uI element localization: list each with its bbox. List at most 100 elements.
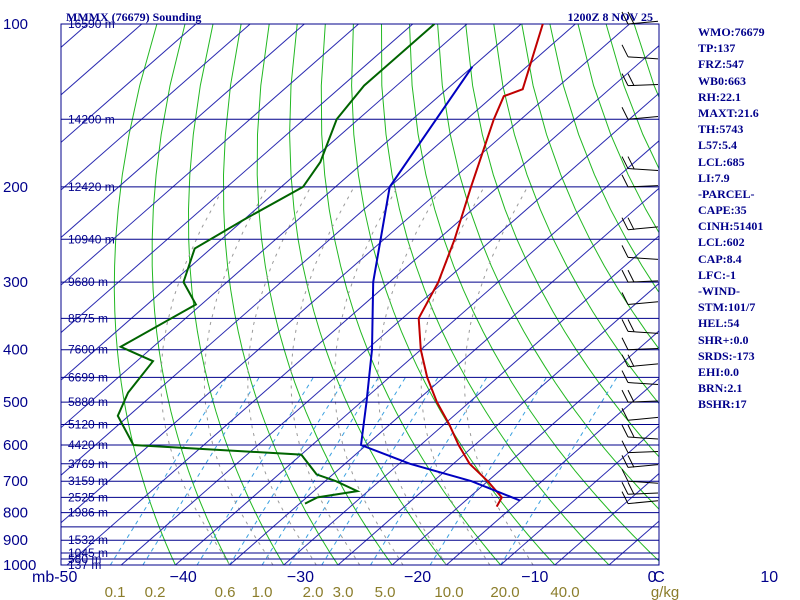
wind-barb-flag xyxy=(621,482,629,495)
mixing-ratio-line xyxy=(229,377,347,565)
mixing-ratio-tick-label: 0.1 xyxy=(105,584,126,600)
isotherm-line xyxy=(120,92,659,565)
sounding-index: LFC:-1 xyxy=(698,267,736,282)
height-label: 3769 m xyxy=(68,457,108,471)
wind-barb xyxy=(621,424,659,440)
dry-adiabat-line xyxy=(289,24,447,565)
wind-barb-shaft xyxy=(627,436,659,440)
sounding-index: HEL:54 xyxy=(698,316,740,331)
wind-barb-flag xyxy=(627,73,635,86)
height-labels: 16590 m 14200 m 12420 m 10940 m 9680 m 8575 m… xyxy=(68,17,115,572)
height-label: 5880 m xyxy=(68,395,108,409)
mixing-ratio-line xyxy=(109,377,228,565)
moist-adiabat-line xyxy=(203,186,274,565)
sounding-index: -WIND- xyxy=(698,284,740,298)
dry-adiabat-line xyxy=(256,24,393,565)
wind-barb xyxy=(621,440,659,454)
wind-barb-flag xyxy=(621,337,629,350)
dry-adiabat-line xyxy=(775,24,800,565)
wind-barb-flag xyxy=(621,424,629,438)
mixing-ratio-line xyxy=(500,377,618,565)
sounding-index: LCL:685 xyxy=(698,154,745,169)
dry-adiabat-line xyxy=(577,24,659,234)
isotherm-line xyxy=(283,235,659,565)
wind-barb xyxy=(621,269,659,283)
isotherm-line xyxy=(61,24,468,381)
wind-barb-flag xyxy=(627,217,635,230)
temperature-tick-label: C xyxy=(653,569,665,586)
wind-barbs xyxy=(621,11,659,505)
wind-barb-flag xyxy=(627,354,635,367)
wind-barb-flag xyxy=(621,468,629,482)
pressure-label: 500 xyxy=(3,394,28,411)
wind-barb xyxy=(621,389,659,403)
isotherm-line xyxy=(61,24,630,524)
mixing-ratio-line xyxy=(142,377,260,565)
mixing-ratio-tick-label: 40.0 xyxy=(550,584,579,600)
sounding-index: MAXT:21.6 xyxy=(698,105,759,120)
wind-barb-flag xyxy=(621,491,629,504)
wind-barb xyxy=(621,11,659,25)
mixing-ratio-line xyxy=(429,377,547,565)
dry-adiabat-line xyxy=(351,24,556,565)
isotherm-line xyxy=(554,472,659,565)
wind-barb-flag xyxy=(627,482,635,495)
isotherm-line xyxy=(500,425,659,565)
wind-barb-flag xyxy=(621,370,629,383)
height-label: 6699 m xyxy=(68,370,108,384)
isotherm-line xyxy=(61,24,197,144)
sounding-index: CAP:8.4 xyxy=(698,251,742,266)
wind-barb-flag xyxy=(627,269,635,283)
sounding-index: WMO:76679 xyxy=(698,25,765,39)
wind-barb-flag xyxy=(621,245,629,258)
sounding-indices: WMO:76679 TP:137 FRZ:547 WB0:663 RH:22.1 MAXT… xyxy=(698,24,765,413)
wind-barb-shaft xyxy=(627,416,659,421)
moist-adiabat-line xyxy=(377,186,447,565)
wind-barb xyxy=(621,337,659,351)
plot-area xyxy=(60,11,800,566)
wind-barb xyxy=(621,217,659,231)
wind-barb-flag xyxy=(621,217,629,230)
wind-barb-shaft xyxy=(627,168,659,172)
isotherm-line xyxy=(229,187,659,565)
wind-barb-flag xyxy=(621,455,629,468)
wind-barb xyxy=(621,73,659,87)
pressure-label: 1000 xyxy=(3,557,36,574)
wind-barb-flag xyxy=(621,269,629,283)
wind-barb-shaft xyxy=(627,480,659,484)
wind-barb-flag xyxy=(621,156,629,169)
pressure-label: 200 xyxy=(3,179,28,196)
isotherm-line xyxy=(66,45,659,565)
wind-barb-flag xyxy=(621,107,629,120)
wind-barb-shaft xyxy=(627,382,659,386)
sounding-index: BSHR:17 xyxy=(698,397,747,412)
temperature-profile-line xyxy=(417,24,544,508)
wind-barb-flag xyxy=(627,389,635,403)
sounding-index: BRN:2.1 xyxy=(698,381,743,396)
pressure-label: 800 xyxy=(3,505,28,522)
pressure-label: 400 xyxy=(3,342,28,359)
wind-barb xyxy=(621,455,659,468)
sounding-index: LCL:602 xyxy=(698,235,745,250)
wind-barb-shaft xyxy=(627,280,659,283)
wind-barb xyxy=(621,44,659,60)
wind-barb-shaft xyxy=(627,500,659,505)
sounding-index: STM:101/7 xyxy=(698,300,756,315)
pressure-label: 600 xyxy=(3,437,28,454)
mixing-ratio-tick-label: 1.0 xyxy=(252,584,273,600)
wind-barb-shaft xyxy=(627,83,659,87)
wind-barb-shaft xyxy=(627,464,659,468)
wind-barb-flag xyxy=(621,440,629,453)
wind-barb-shaft xyxy=(627,185,659,188)
moist-adiabat-line xyxy=(247,186,317,565)
mixing-ratio-lines xyxy=(109,186,618,565)
wind-barb-flag xyxy=(621,408,629,421)
mixing-ratio-tick-label: g/kg xyxy=(651,584,679,600)
sounding-index: L57:5.4 xyxy=(698,138,737,153)
temperature-labels: mb-50−40−30−20−10010203040C xyxy=(32,569,778,586)
isotherm-line xyxy=(446,377,659,565)
mixing-ratio-tick-label: 2.0 xyxy=(303,584,324,600)
wind-barb-flag xyxy=(627,455,635,468)
wind-barb-flag xyxy=(627,11,635,25)
temperature-tick-label: mb-50 xyxy=(32,569,77,586)
